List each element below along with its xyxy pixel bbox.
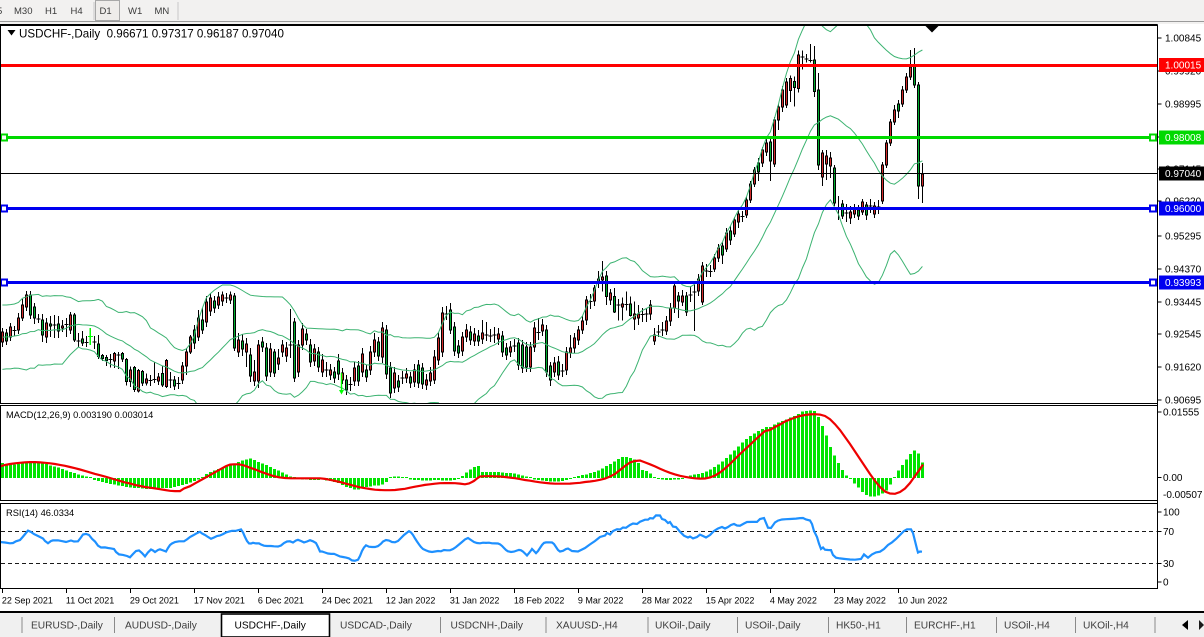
svg-text:XAUUSD-,H4: XAUUSD-,H4: [556, 621, 618, 632]
svg-text:28 Mar 2022: 28 Mar 2022: [642, 596, 693, 606]
svg-text:0.90695: 0.90695: [1165, 396, 1202, 407]
svg-text:D1: D1: [100, 6, 112, 17]
svg-text:0.97040: 0.97040: [1165, 169, 1202, 180]
svg-text:RSI(14) 46.0334: RSI(14) 46.0334: [6, 508, 74, 518]
svg-text:4 May 2022: 4 May 2022: [770, 596, 817, 606]
svg-text:USDCHF-,Daily 0.96671 0.97317: USDCHF-,Daily 0.96671 0.97317 0.96187 0.…: [19, 28, 284, 41]
svg-text:W1: W1: [128, 6, 142, 17]
svg-text:17 Nov 2021: 17 Nov 2021: [194, 596, 245, 606]
svg-text:0.98995: 0.98995: [1165, 100, 1202, 111]
svg-text:EURUSD-,Daily: EURUSD-,Daily: [31, 621, 104, 632]
svg-text:0.95295: 0.95295: [1165, 232, 1202, 243]
svg-text:0.92545: 0.92545: [1165, 330, 1202, 341]
svg-text:USOil-,H4: USOil-,H4: [1004, 621, 1050, 632]
svg-text:6 Dec 2021: 6 Dec 2021: [258, 596, 304, 606]
svg-text:UKOil-,Daily: UKOil-,Daily: [655, 621, 711, 632]
svg-text:MACD(12,26,9) 0.003190 0.00301: MACD(12,26,9) 0.003190 0.003014: [6, 410, 153, 420]
svg-text:0: 0: [1163, 578, 1169, 589]
svg-text:EURCHF-,H1: EURCHF-,H1: [914, 621, 976, 632]
svg-text:USOil-,Daily: USOil-,Daily: [745, 621, 801, 632]
svg-text:USDCHF-,Daily: USDCHF-,Daily: [235, 621, 307, 632]
svg-text:H1: H1: [45, 6, 57, 17]
svg-text:H4: H4: [71, 6, 83, 17]
svg-text:12 Jan 2022: 12 Jan 2022: [386, 596, 436, 606]
svg-text:0.93445: 0.93445: [1165, 298, 1202, 309]
svg-text:0.96000: 0.96000: [1165, 204, 1202, 215]
svg-text:100: 100: [1163, 507, 1180, 518]
svg-text:0.98008: 0.98008: [1165, 133, 1202, 144]
svg-text:MN: MN: [155, 6, 170, 17]
svg-text:0.94370: 0.94370: [1165, 265, 1202, 276]
svg-text:22 Sep 2021: 22 Sep 2021: [2, 596, 53, 606]
svg-text:UKOil-,H4: UKOil-,H4: [1083, 621, 1129, 632]
svg-text:23 May 2022: 23 May 2022: [834, 596, 886, 606]
svg-text:1.00845: 1.00845: [1165, 34, 1202, 45]
svg-text:1.00015: 1.00015: [1165, 61, 1202, 72]
svg-text:USDCNH-,Daily: USDCNH-,Daily: [451, 621, 524, 632]
svg-text:USDCAD-,Daily: USDCAD-,Daily: [340, 621, 413, 632]
svg-text:29 Oct 2021: 29 Oct 2021: [130, 596, 179, 606]
svg-text:M30: M30: [14, 6, 32, 17]
svg-text:30: 30: [1163, 559, 1175, 570]
svg-text:15 Apr 2022: 15 Apr 2022: [706, 596, 755, 606]
svg-text:24 Dec 2021: 24 Dec 2021: [322, 596, 373, 606]
svg-text:0.93993: 0.93993: [1165, 278, 1202, 289]
svg-text:0.00: 0.00: [1163, 473, 1183, 484]
svg-text:AUDUSD-,Daily: AUDUSD-,Daily: [125, 621, 198, 632]
svg-text:10 Jun 2022: 10 Jun 2022: [898, 596, 948, 606]
svg-text:70: 70: [1163, 527, 1175, 538]
svg-text:31 Jan 2022: 31 Jan 2022: [450, 596, 500, 606]
svg-text:HK50-,H1: HK50-,H1: [836, 621, 881, 632]
svg-text:11 Oct 2021: 11 Oct 2021: [66, 596, 114, 606]
svg-text:0.91620: 0.91620: [1165, 363, 1202, 374]
svg-text:-0.00507: -0.00507: [1163, 490, 1203, 501]
svg-text:18 Feb 2022: 18 Feb 2022: [514, 596, 565, 606]
svg-text:5: 5: [0, 6, 2, 17]
svg-text:0.01555: 0.01555: [1163, 408, 1200, 419]
svg-text:9 Mar 2022: 9 Mar 2022: [578, 596, 624, 606]
